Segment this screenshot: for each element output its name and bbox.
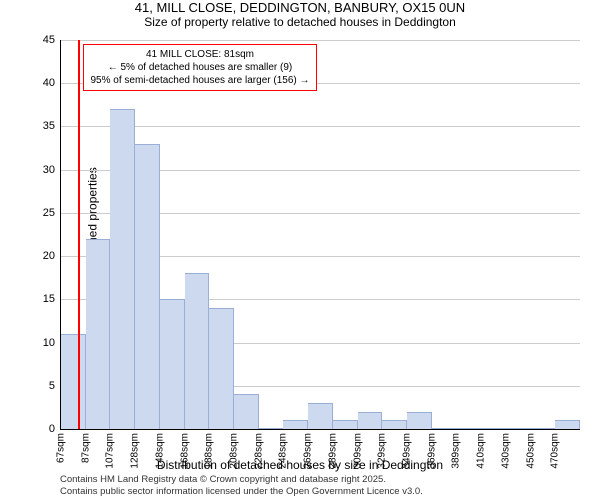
histogram-bar [209, 308, 234, 429]
y-tick-label: 15 [43, 293, 55, 305]
histogram-bar [382, 420, 407, 429]
footer-line-1: Contains HM Land Registry data © Crown c… [60, 474, 423, 486]
y-tick-label: 10 [43, 337, 55, 349]
plot-area: 05101520253035404567sqm87sqm107sqm128sqm… [60, 40, 580, 430]
histogram-bar [555, 420, 580, 429]
marker-line [78, 40, 80, 429]
y-tick-label: 5 [49, 380, 55, 392]
histogram-bar [432, 428, 457, 429]
gridline [61, 126, 580, 127]
histogram-bar [283, 420, 308, 429]
y-tick-label: 35 [43, 120, 55, 132]
histogram-bar [135, 144, 160, 429]
y-tick-label: 40 [43, 77, 55, 89]
histogram-bar [407, 412, 432, 429]
y-tick-label: 30 [43, 164, 55, 176]
histogram-bar [160, 299, 185, 429]
footer-attribution: Contains HM Land Registry data © Crown c… [60, 474, 423, 498]
histogram-bar [86, 239, 111, 429]
gridline [61, 40, 580, 41]
histogram-bar [506, 428, 531, 429]
marker-annotation-line-2: 95% of semi-detached houses are larger (… [90, 74, 309, 87]
x-axis-title: Distribution of detached houses by size … [0, 458, 600, 472]
histogram-bar [234, 394, 259, 429]
histogram-bar [308, 403, 333, 429]
histogram-bar [481, 428, 506, 429]
footer-line-2: Contains public sector information licen… [60, 486, 423, 498]
histogram-bar [333, 420, 358, 429]
marker-annotation-line-1: ← 5% of detached houses are smaller (9) [90, 61, 309, 74]
histogram-bar [358, 412, 383, 429]
y-tick-label: 0 [49, 423, 55, 435]
histogram-bar [259, 428, 284, 429]
histogram-bar [531, 428, 556, 429]
marker-annotation-title: 41 MILL CLOSE: 81sqm [90, 48, 309, 61]
histogram-bar [110, 109, 135, 429]
marker-annotation: 41 MILL CLOSE: 81sqm← 5% of detached hou… [83, 44, 316, 91]
y-tick-label: 45 [43, 34, 55, 46]
histogram-bar [185, 273, 210, 429]
y-tick-label: 25 [43, 207, 55, 219]
page-title: 41, MILL CLOSE, DEDDINGTON, BANBURY, OX1… [0, 0, 600, 15]
histogram-bar [456, 428, 481, 429]
histogram-bar [61, 334, 86, 429]
y-tick-label: 20 [43, 250, 55, 262]
chart-area: 05101520253035404567sqm87sqm107sqm128sqm… [60, 40, 580, 430]
page-subtitle: Size of property relative to detached ho… [0, 15, 600, 29]
